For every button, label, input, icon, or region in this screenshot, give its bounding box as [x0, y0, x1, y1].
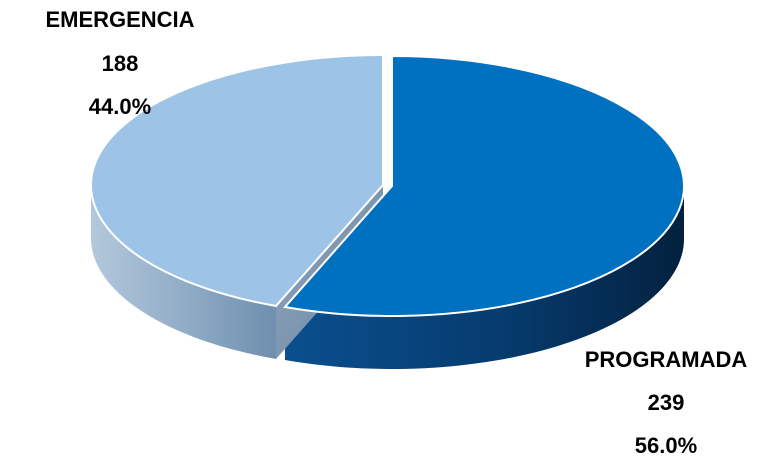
slice-label-emergencia-percent: 44.0%	[89, 94, 151, 119]
slice-label-emergencia-value: 188	[102, 51, 139, 76]
slice-side-emergencia	[91, 185, 276, 359]
slice-label-emergencia-name: EMERGENCIA	[45, 7, 194, 32]
slice-label-programada-value: 239	[648, 390, 685, 415]
slice-label-programada-percent: 56.0%	[635, 433, 697, 457]
slice-emergencia	[90, 53, 384, 308]
pie-tops	[90, 53, 685, 317]
slice-label-programada-name: PROGRAMADA	[585, 347, 748, 372]
slice-side-programada	[284, 186, 684, 369]
slice-programada	[283, 54, 685, 317]
